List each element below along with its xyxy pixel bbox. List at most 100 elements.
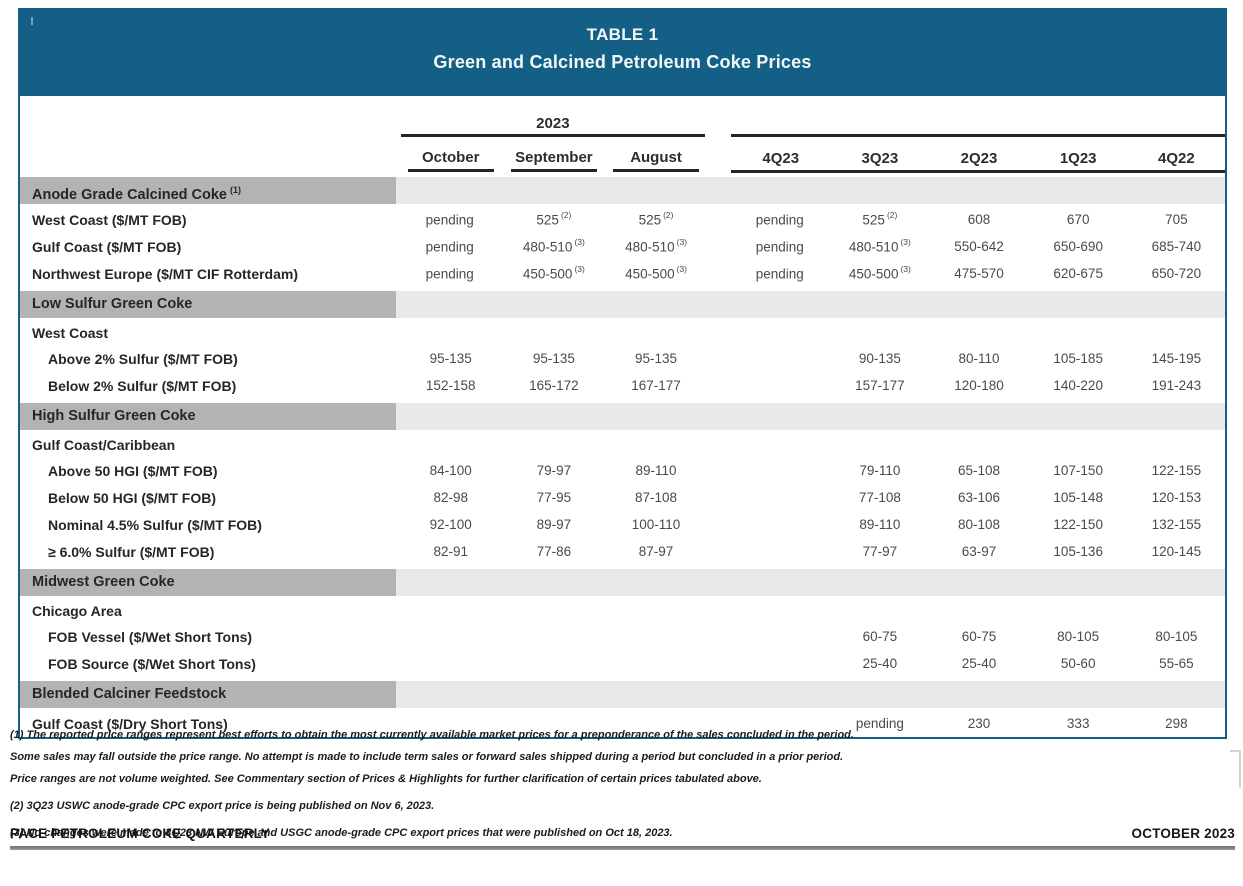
cell-value: 152-158 <box>425 378 476 393</box>
table-row-nw-europe-cpc: Northwest Europe ($/MT CIF Rotterdam) pe… <box>20 260 1225 287</box>
cell-value: 79-110 <box>859 463 901 478</box>
column-header-september: September <box>501 136 607 172</box>
scan-artifact-tick <box>31 17 33 25</box>
page-footer: PACE PETROLEUM COKE QUARTERLY OCTOBER 20… <box>10 826 1235 850</box>
cell-value: 120-145 <box>1151 544 1202 559</box>
cell-value: 525 (2) <box>638 210 674 228</box>
section-row-blended-feedstock: Blended Calciner Feedstock <box>20 677 1225 710</box>
section-header: Low Sulfur Green Coke <box>20 291 1225 318</box>
cell-value: 650-720 <box>1151 266 1202 281</box>
cell-value: 165-172 <box>529 378 579 393</box>
cell-value: 105-148 <box>1053 490 1103 505</box>
cell-value: 450-500 (3) <box>625 264 687 282</box>
row-label: Gulf Coast ($/MT FOB) <box>32 238 182 255</box>
publication-name: PACE PETROLEUM COKE QUARTERLY <box>10 826 271 841</box>
cell-value: 80-108 <box>958 517 1001 532</box>
cell-value: 65-108 <box>958 463 1001 478</box>
cell-value: 550-642 <box>954 239 1004 254</box>
cell-value: 122-155 <box>1151 463 1202 478</box>
column-header-row: October September August 4Q23 3Q23 2Q23 … <box>20 135 1225 173</box>
subheader-row-west-coast: West Coast <box>20 320 1225 345</box>
table-row-west-coast-cpc: West Coast ($/MT FOB) pending 525 (2) 525… <box>20 206 1225 233</box>
footnote-ref-1: (1) <box>230 185 241 195</box>
cell-value: 89-97 <box>536 517 572 532</box>
cell-value: 80-105 <box>1155 629 1198 644</box>
cell-value: 50-60 <box>1060 656 1096 671</box>
column-header-3q23: 3Q23 <box>830 135 930 173</box>
cell-value: 95-135 <box>429 351 472 366</box>
row-label: Northwest Europe ($/MT CIF Rotterdam) <box>32 265 299 282</box>
cell-value: pending <box>425 212 474 228</box>
cell-value <box>401 623 501 650</box>
cell-value: 140-220 <box>1053 378 1103 393</box>
column-header-1q23: 1Q23 <box>1028 135 1128 173</box>
cell-value <box>607 650 705 677</box>
table-number-title: TABLE 1 <box>586 25 659 44</box>
footnote-1-line3: Price ranges are not volume weighted. Se… <box>10 772 762 785</box>
cell-value: 157-177 <box>855 378 905 393</box>
price-table-frame: TABLE 1 Green and Calcined Petroleum Cok… <box>18 8 1227 739</box>
quarter-group-rule <box>731 106 1225 137</box>
column-header-2q23: 2Q23 <box>929 135 1029 173</box>
footer-rule <box>10 846 1235 850</box>
cell-value: 685-740 <box>1151 239 1202 254</box>
section-row-midwest: Midwest Green Coke <box>20 565 1225 598</box>
cell-value: 95-135 <box>635 351 678 366</box>
row-label: ≥ 6.0% Sulfur ($/MT FOB) <box>48 543 215 560</box>
subheader-row-gulf-coast-caribbean: Gulf Coast/Caribbean <box>20 432 1225 457</box>
footnote-1-line2: Some sales may fall outside the price ra… <box>10 750 844 763</box>
cell-value: 120-180 <box>954 378 1004 393</box>
cell-value: 480-510 (3) <box>625 237 687 255</box>
cell-value: 25-40 <box>961 656 997 671</box>
cell-value: 60-75 <box>961 629 997 644</box>
cell-value: 230 <box>967 716 991 731</box>
cell-value: 92-100 <box>429 517 472 532</box>
cell-value <box>731 538 830 565</box>
cell-value: 480-510 (3) <box>848 237 911 255</box>
column-header-october: October <box>401 136 501 172</box>
subheader-row-chicago-area: Chicago Area <box>20 598 1225 623</box>
cell-value: 87-108 <box>635 490 678 505</box>
table-subtitle: Green and Calcined Petroleum Coke Prices <box>433 52 812 72</box>
cell-value: 480-510 (3) <box>522 237 585 255</box>
section-header: Blended Calciner Feedstock <box>20 681 1225 708</box>
row-label: West Coast ($/MT FOB) <box>32 211 187 228</box>
cell-value <box>731 457 830 484</box>
cell-value <box>401 650 501 677</box>
cell-value: 80-105 <box>1057 629 1100 644</box>
cell-value: 145-195 <box>1151 351 1202 366</box>
cell-value: 77-97 <box>862 544 898 559</box>
row-label: FOB Source ($/Wet Short Tons) <box>48 655 256 672</box>
cell-value: 105-136 <box>1053 544 1103 559</box>
section-row-high-sulfur: High Sulfur Green Coke <box>20 399 1225 432</box>
cell-value: 450-500 (3) <box>522 264 585 282</box>
table-row-ge-6pct-sulfur: ≥ 6.0% Sulfur ($/MT FOB) 82-91 77-86 87-… <box>20 538 1225 565</box>
cell-value: pending <box>755 212 804 228</box>
row-label: FOB Vessel ($/Wet Short Tons) <box>48 628 253 645</box>
column-header-4q22: 4Q22 <box>1127 135 1225 173</box>
cell-value: 90-135 <box>858 351 901 366</box>
section-header: Anode Grade Calcined Coke (1) <box>20 177 1225 204</box>
table-row-nominal-45-sulfur: Nominal 4.5% Sulfur ($/MT FOB) 92-100 89… <box>20 511 1225 538</box>
table-row-gulf-coast-feedstock: Gulf Coast ($/Dry Short Tons) pending 23… <box>20 710 1225 737</box>
cell-value: pending <box>755 239 804 255</box>
footnote-2: (2) 3Q23 USWC anode-grade CPC export pri… <box>10 799 435 812</box>
cell-value: 60-75 <box>862 629 898 644</box>
table-row-above-50-hgi: Above 50 HGI ($/MT FOB) 84-100 79-97 89-… <box>20 457 1225 484</box>
cell-value <box>501 650 607 677</box>
cell-value: 525 (2) <box>862 210 898 228</box>
section-header: Midwest Green Coke <box>20 569 1225 596</box>
cell-value: 107-150 <box>1053 463 1103 478</box>
cell-value: 79-97 <box>536 463 572 478</box>
cell-value <box>607 623 705 650</box>
row-label: Nominal 4.5% Sulfur ($/MT FOB) <box>48 516 262 533</box>
section-header: High Sulfur Green Coke <box>20 403 1225 430</box>
section-row-anode-grade: Anode Grade Calcined Coke (1) <box>20 172 1225 207</box>
cell-value: 63-97 <box>961 544 997 559</box>
cell-value <box>731 650 830 677</box>
year-group-header: 2023 <box>400 106 706 137</box>
column-header-4q23: 4Q23 <box>731 135 831 173</box>
cell-value <box>731 511 830 538</box>
table-row-above-2pct-sulfur: Above 2% Sulfur ($/MT FOB) 95-135 95-135… <box>20 345 1225 372</box>
cell-value: 55-65 <box>1159 656 1194 671</box>
